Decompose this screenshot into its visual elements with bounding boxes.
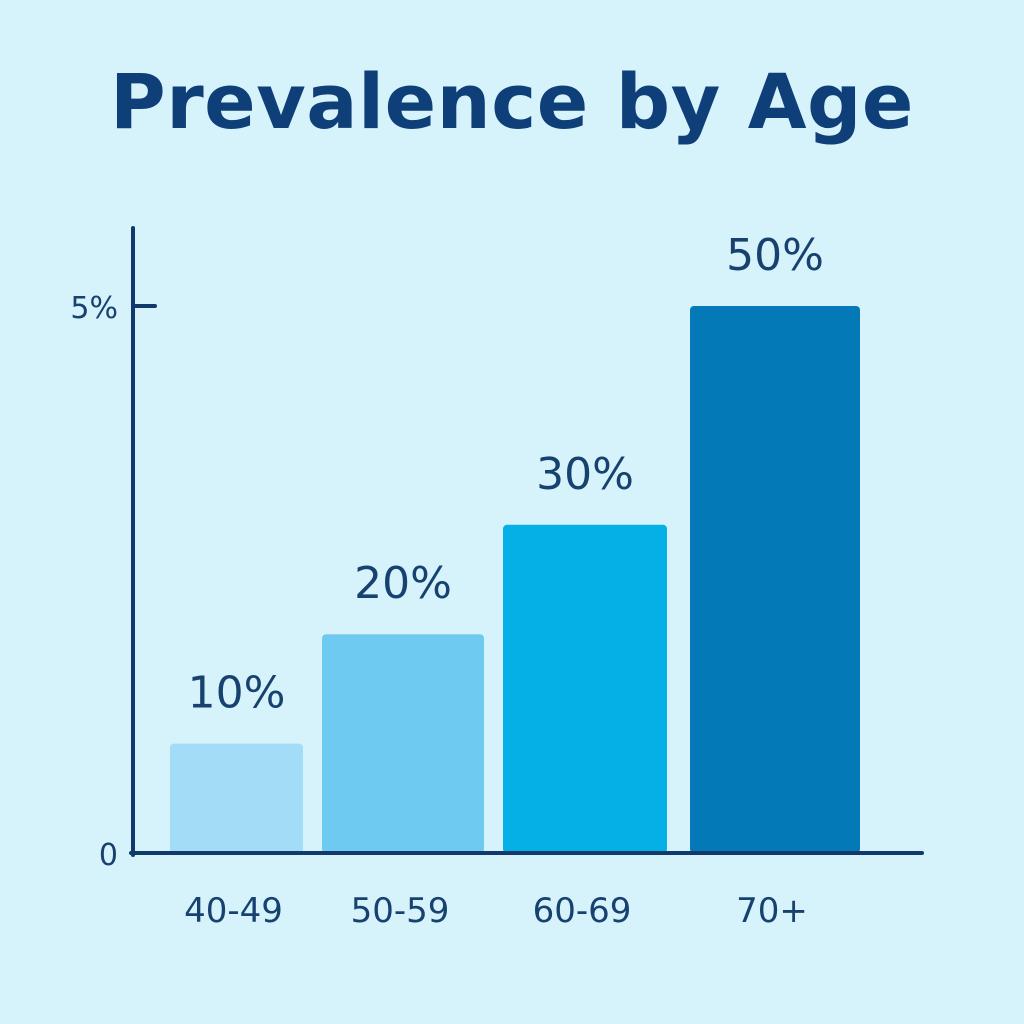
bar-50-59 — [322, 634, 484, 853]
bars-layer — [170, 306, 860, 853]
bar-40-49 — [170, 743, 303, 853]
data-label-60-69: 30% — [536, 449, 634, 500]
y-tick-label-5%: 5% — [70, 291, 118, 326]
labels-layer: 10% 40-49 20% 50-59 30% 60-69 50% 70+ 0 5% — [70, 230, 823, 931]
bar-60-69 — [503, 524, 667, 853]
data-label-70+: 50% — [726, 230, 824, 281]
chart-title: Prevalence by Age — [110, 57, 914, 146]
x-tick-label-40-49: 40-49 — [184, 891, 283, 931]
x-tick-label-60-69: 60-69 — [533, 891, 632, 931]
bar-70+ — [690, 306, 860, 853]
data-label-50-59: 20% — [354, 558, 452, 609]
data-label-40-49: 10% — [188, 668, 286, 719]
axes-layer — [129, 226, 924, 857]
x-tick-label-50-59: 50-59 — [351, 891, 450, 931]
x-tick-label-70+: 70+ — [736, 891, 808, 931]
y-tick-label-0: 0 — [99, 838, 118, 873]
